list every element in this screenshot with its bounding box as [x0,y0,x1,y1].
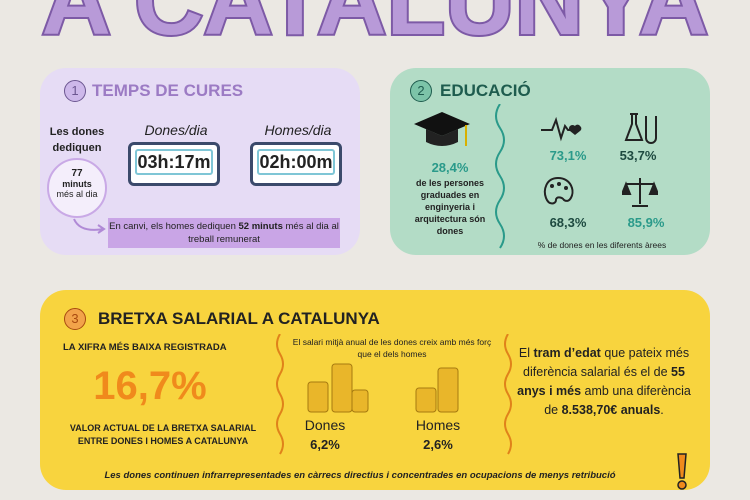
section-number: 3 [64,308,86,330]
salary-panel [40,290,710,490]
exclamation-icon [677,453,687,490]
caption: % de dones en les diferents àrees [537,240,667,250]
label: LA XIFRA MÉS BAIXA REGISTRADA [63,342,227,353]
text: amb una diferència de [544,384,691,417]
value: 16,7% [93,364,207,408]
note: En canvi, els homes dediquen 52 minuts m… [108,218,340,248]
text: més al dia al treball remunerat [188,221,339,245]
text: 8.538,70€ anuals [561,403,661,417]
text: 52 minuts [238,221,283,232]
label: minuts [62,179,92,189]
value: 73,1% [549,148,587,163]
text: tram d’edat [533,346,601,360]
clock: 03h:17m [128,142,220,186]
value: 2,6% [423,437,453,452]
divider [504,334,512,455]
text: de les persones graduades en enginyeria … [414,178,486,236]
section-title: EDUCACIÓ [440,81,531,100]
flasks-icon [624,113,657,144]
value: 53,7% [619,148,657,163]
text: 55 anys i més [517,365,685,398]
value: 02h:00m [257,149,335,175]
divider [276,334,284,455]
caption: El salari mitjà anual de les dones creix… [292,337,492,359]
arrow-icon [73,218,106,234]
coins-icon [415,367,459,413]
label: més al dia [56,189,98,199]
minutes-badge: 77 minuts més al dia [47,158,107,218]
text: En canvi, els homes dediquen [109,221,239,232]
footer-text: Les dones continuen infrarrepresentades … [104,470,616,481]
clock: 02h:00m [250,142,342,186]
value: 77 [71,168,83,179]
value: 68,3% [549,215,587,230]
value: 03h:17m [135,149,213,175]
section-number: 2 [410,80,432,102]
header-title: A CATALUNYA [42,0,709,55]
header: A CATALUNYA [40,0,711,57]
value: 85,9% [627,215,665,230]
divider [495,104,505,249]
label: Les dones dediquen [49,126,105,154]
label: Homes/dia [264,122,332,138]
value: 28,4% [431,160,469,175]
label: Dones/dia [144,122,208,138]
heartbeat-icon [541,116,582,142]
text: que pateix més diferència salarial és el… [523,346,690,379]
coins-icon [307,363,369,413]
section-number: 1 [64,80,86,102]
education-panel [390,68,710,255]
text: . [660,403,664,417]
section-title: TEMPS DE CURES [92,81,244,100]
palette-icon [543,176,574,205]
caption: VALOR ACTUAL DE LA BRETXA SALARIAL ENTRE… [69,423,257,446]
label: Dones [304,417,346,433]
age-text: El tram d’edat que pateix més diferència… [514,344,694,420]
text: El [518,346,534,360]
graduation-icon [414,112,470,146]
label: Homes [415,417,461,433]
scales-icon [622,178,658,207]
value: 6,2% [310,437,340,452]
section-title: BRETXA SALARIAL A CATALUNYA [98,309,380,328]
